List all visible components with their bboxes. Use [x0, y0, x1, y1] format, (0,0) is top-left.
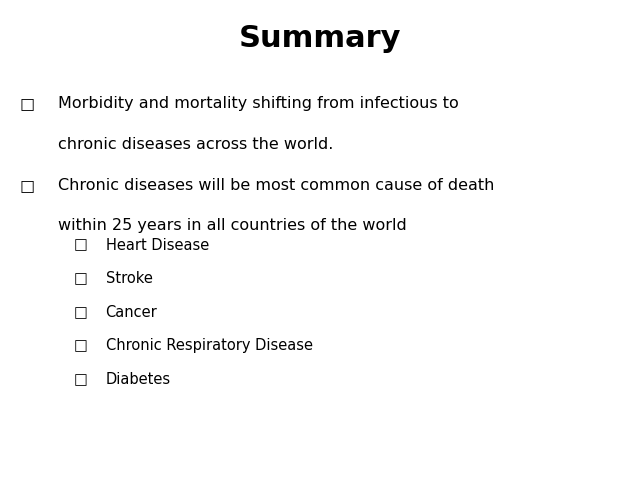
Text: □: □ [74, 238, 88, 252]
Text: Chronic Respiratory Disease: Chronic Respiratory Disease [106, 338, 312, 353]
Text: Stroke: Stroke [106, 271, 152, 286]
Text: Morbidity and mortality shifting from infectious to: Morbidity and mortality shifting from in… [58, 96, 458, 111]
Text: within 25 years in all countries of the world: within 25 years in all countries of the … [58, 218, 406, 233]
Text: chronic diseases across the world.: chronic diseases across the world. [58, 137, 333, 152]
Text: Diabetes: Diabetes [106, 372, 171, 387]
Text: Heart Disease: Heart Disease [106, 238, 209, 252]
Text: Summary: Summary [239, 24, 401, 53]
Text: □: □ [74, 372, 88, 387]
Text: Chronic diseases will be most common cause of death: Chronic diseases will be most common cau… [58, 178, 494, 192]
Text: □: □ [74, 271, 88, 286]
Text: □: □ [74, 338, 88, 353]
Text: □: □ [19, 178, 35, 192]
Text: □: □ [19, 96, 35, 111]
Text: □: □ [74, 305, 88, 320]
Text: Cancer: Cancer [106, 305, 157, 320]
